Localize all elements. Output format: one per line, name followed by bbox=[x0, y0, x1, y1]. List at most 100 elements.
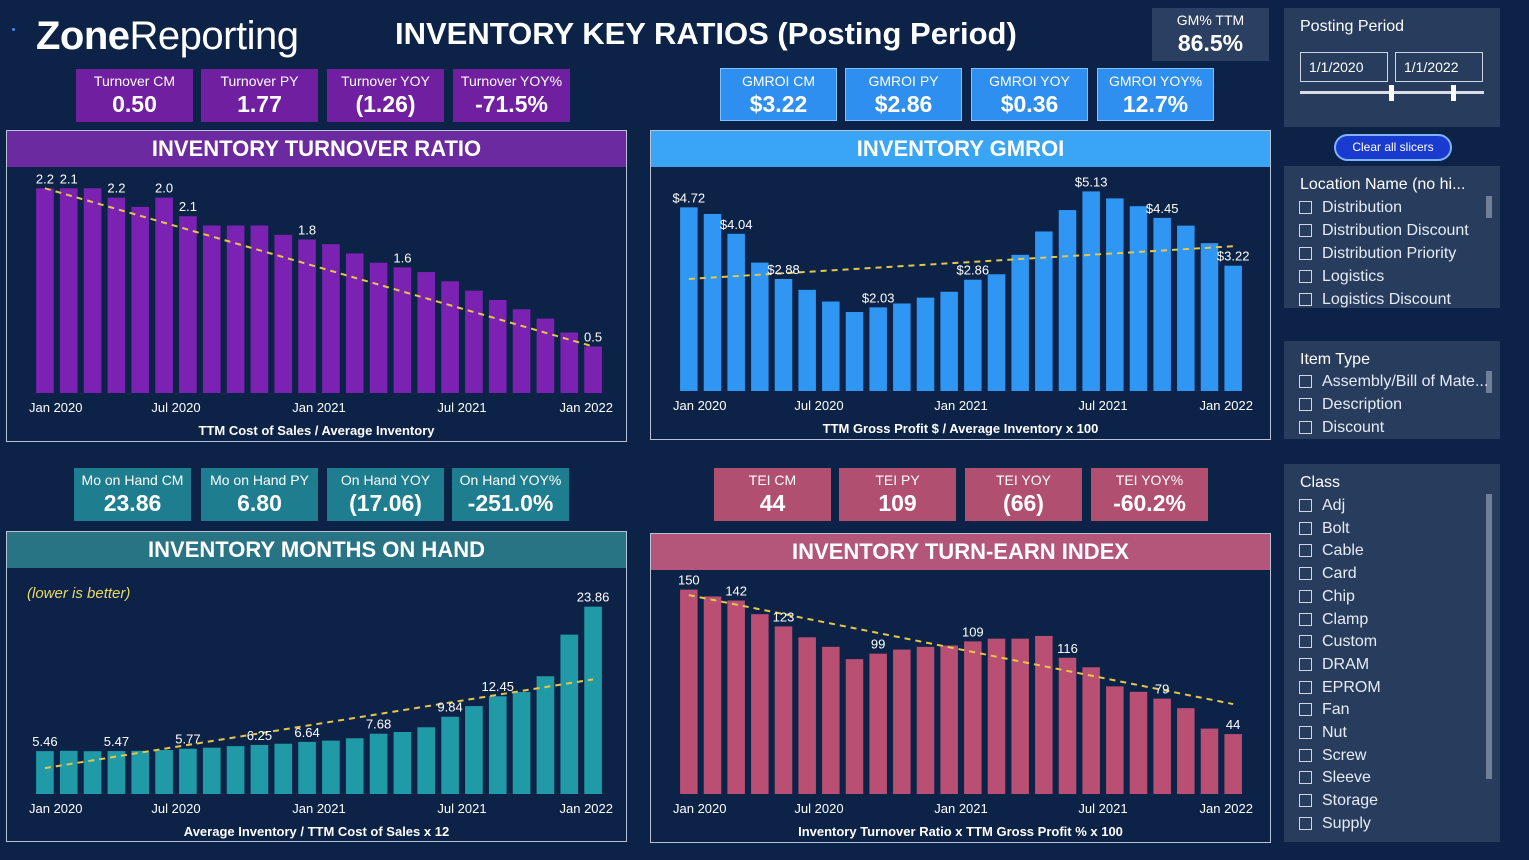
checkbox-icon[interactable] bbox=[1299, 544, 1312, 558]
chart-bar bbox=[345, 738, 364, 794]
checkbox-icon[interactable] bbox=[1299, 612, 1312, 626]
chart-bar bbox=[1224, 265, 1242, 391]
start-date-input[interactable]: 1/1/2020 bbox=[1300, 52, 1388, 82]
item-type-option[interactable]: Description bbox=[1299, 396, 1402, 414]
class-option[interactable]: Storage bbox=[1299, 792, 1378, 810]
class-option[interactable]: EPROM bbox=[1299, 679, 1381, 697]
checkbox-icon[interactable] bbox=[1299, 567, 1312, 581]
class-option[interactable]: Nut bbox=[1299, 724, 1347, 742]
kpi-value: 0.50 bbox=[112, 91, 157, 117]
onhand-kpi-card: Mo on Hand CM 23.86 bbox=[74, 468, 191, 521]
data-label: 1.6 bbox=[393, 250, 411, 265]
class-option[interactable]: Cable bbox=[1299, 542, 1364, 560]
class-option[interactable]: Card bbox=[1299, 565, 1357, 583]
checkbox-icon[interactable] bbox=[1299, 703, 1312, 717]
item-type-scrollbar[interactable] bbox=[1486, 371, 1492, 393]
checkbox-icon[interactable] bbox=[1299, 499, 1312, 512]
data-label: 99 bbox=[871, 637, 885, 652]
onhand-kpi-card: On Hand YOY% -251.0% bbox=[452, 468, 569, 521]
location-scrollbar[interactable] bbox=[1486, 196, 1492, 218]
turnover-chart-panel[interactable]: 2.2 2.1 2.2 2.0 2.1 1.8 1.6 0.5 Jan 2020 Jul 2020… bbox=[6, 130, 627, 442]
checkbox-icon[interactable] bbox=[1299, 680, 1312, 694]
item-type-option[interactable]: Discount bbox=[1299, 419, 1384, 437]
chart-bar bbox=[369, 262, 388, 393]
class-option[interactable]: Chip bbox=[1299, 588, 1355, 606]
data-label: 1.8 bbox=[298, 222, 316, 237]
x-tick-label: Jul 2021 bbox=[437, 400, 486, 415]
tei-chart-panel[interactable]: 150 142 123 99 109 116 79 44 Jan 2020 Jul 2020 Jan… bbox=[650, 533, 1271, 843]
kpi-value: 23.86 bbox=[103, 490, 162, 516]
tei-chart-svg: 150 142 123 99 109 116 79 44 Jan 2020 Jul 2020 Jan… bbox=[673, 573, 1253, 839]
turnover-chart-svg: 2.2 2.1 2.2 2.0 2.1 1.8 1.6 0.5 Jan 2020 Jul 2020… bbox=[29, 171, 613, 438]
kpi-value: $3.22 bbox=[749, 91, 808, 117]
data-label: 2.2 bbox=[107, 181, 125, 196]
location-option[interactable]: Distribution Discount bbox=[1299, 222, 1469, 240]
option-label: Bolt bbox=[1322, 519, 1350, 537]
checkbox-icon[interactable] bbox=[1299, 247, 1312, 260]
checkbox-icon[interactable] bbox=[1299, 635, 1312, 649]
class-option[interactable]: Supply bbox=[1299, 815, 1371, 833]
checkbox-icon[interactable] bbox=[1299, 771, 1312, 785]
chart-bar bbox=[798, 637, 816, 794]
chart-bar bbox=[250, 225, 269, 393]
checkbox-icon[interactable] bbox=[1299, 398, 1312, 411]
checkbox-icon[interactable] bbox=[1299, 201, 1312, 214]
chart-bar bbox=[680, 589, 698, 794]
checkbox-icon[interactable] bbox=[1299, 270, 1312, 283]
class-option[interactable]: Custom bbox=[1299, 633, 1377, 651]
end-date-input[interactable]: 1/1/2022 bbox=[1395, 52, 1483, 82]
location-option[interactable]: Logistics bbox=[1299, 268, 1384, 286]
location-option[interactable]: Logistics Discount bbox=[1299, 291, 1451, 308]
chart-bar bbox=[36, 188, 54, 393]
data-label: 116 bbox=[1057, 641, 1078, 656]
kpi-label: Mo on Hand PY bbox=[210, 472, 309, 488]
date-slider-end-handle[interactable] bbox=[1451, 85, 1456, 101]
chart-bar bbox=[940, 645, 958, 794]
checkbox-icon[interactable] bbox=[1299, 726, 1312, 739]
chart-bar bbox=[1177, 225, 1195, 391]
onhand-chart-panel[interactable]: 5.46 5.47 5.77 6.25 6.64 7.68 9.84 12.45 23.86 Ja… bbox=[6, 531, 627, 842]
checkbox-icon[interactable] bbox=[1299, 421, 1312, 434]
class-option[interactable]: DRAM bbox=[1299, 656, 1369, 674]
kpi-value: -60.2% bbox=[1113, 490, 1186, 516]
kpi-label: Turnover PY bbox=[220, 73, 299, 89]
x-tick-label: Jan 2020 bbox=[29, 400, 83, 415]
chart-bar bbox=[441, 281, 459, 393]
chart-bar bbox=[560, 332, 579, 393]
chart-bar bbox=[536, 676, 555, 794]
checkbox-icon[interactable] bbox=[1299, 224, 1312, 237]
item-type-option[interactable]: Assembly/Bill of Mate... bbox=[1299, 373, 1488, 391]
gmroi-kpi-card: GMROI YOY% 12.7% bbox=[1097, 68, 1214, 121]
option-label: Distribution Discount bbox=[1322, 222, 1469, 239]
class-option[interactable]: Fan bbox=[1299, 701, 1350, 719]
class-option[interactable]: Screw bbox=[1299, 747, 1366, 765]
clear-all-slicers-button[interactable]: Clear all slicers bbox=[1334, 134, 1452, 161]
class-option[interactable]: Sleeve bbox=[1299, 769, 1371, 787]
chart-bar bbox=[298, 741, 316, 794]
class-option[interactable]: Adj bbox=[1299, 497, 1345, 515]
chart-bar bbox=[202, 225, 221, 393]
checkbox-icon[interactable] bbox=[1299, 657, 1312, 671]
location-option[interactable]: Distribution bbox=[1299, 199, 1402, 217]
data-label: 6.25 bbox=[247, 728, 272, 743]
checkbox-icon[interactable] bbox=[1299, 375, 1312, 388]
class-option[interactable]: Bolt bbox=[1299, 520, 1350, 538]
turnover-kpi-card: Turnover YOY% -71.5% bbox=[453, 69, 570, 122]
checkbox-icon[interactable] bbox=[1299, 589, 1312, 603]
chart-bar bbox=[179, 748, 197, 794]
checkbox-icon[interactable] bbox=[1299, 794, 1312, 808]
checkbox-icon[interactable] bbox=[1299, 521, 1312, 535]
checkbox-icon[interactable] bbox=[1299, 293, 1312, 306]
location-option[interactable]: Distribution Priority bbox=[1299, 245, 1456, 263]
date-slider-start-handle[interactable] bbox=[1389, 85, 1394, 101]
chart-bar bbox=[107, 197, 126, 393]
checkbox-icon[interactable] bbox=[1299, 816, 1312, 830]
turnover-chart-title: INVENTORY TURNOVER RATIO bbox=[7, 131, 626, 167]
gmroi-chart-panel[interactable]: $4.72 $4.04 $2.88 $2.03 $2.86 $5.13 $4.45 $3.22… bbox=[650, 130, 1271, 440]
kpi-label: GMROI YOY bbox=[989, 73, 1070, 89]
class-option[interactable]: Clamp bbox=[1299, 611, 1368, 629]
chart-bar bbox=[1035, 635, 1053, 794]
class-scrollbar[interactable] bbox=[1486, 494, 1492, 779]
x-tick-label: Jan 2021 bbox=[292, 400, 346, 415]
checkbox-icon[interactable] bbox=[1299, 748, 1312, 762]
